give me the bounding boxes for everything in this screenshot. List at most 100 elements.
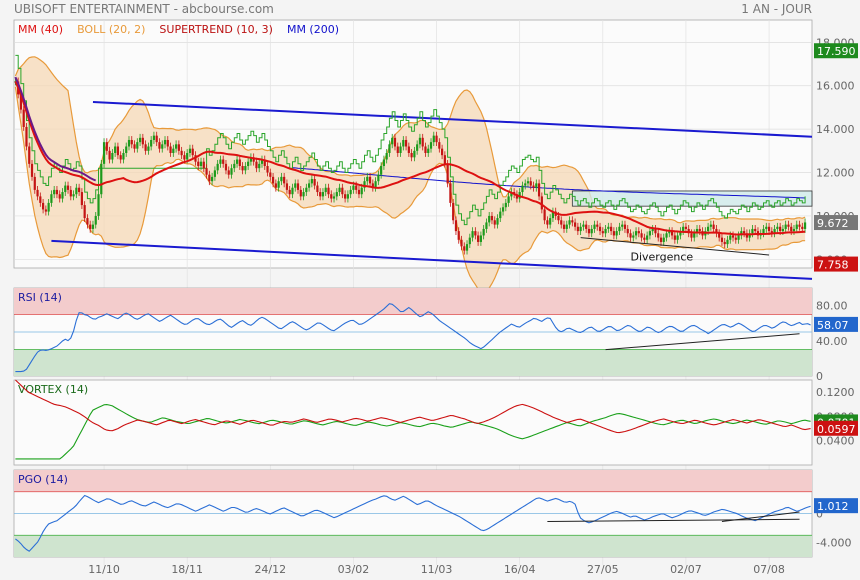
candle-body: [58, 194, 61, 199]
last-price-badge-text: 9.672: [817, 217, 849, 230]
candle-body: [726, 239, 729, 245]
candle-body: [740, 231, 743, 236]
candle-body: [255, 161, 258, 169]
candle-body: [745, 233, 748, 238]
candle-body: [560, 220, 563, 225]
x-tick-label: 24/12: [254, 563, 286, 576]
candle-body: [327, 187, 330, 195]
candle-body: [488, 215, 491, 223]
mm40-line: [14, 81, 806, 236]
candle-body: [44, 209, 47, 212]
candle-body: [66, 185, 70, 190]
pgo-oversold-zone: [14, 535, 812, 557]
candle-body: [612, 231, 615, 236]
candle-body: [779, 226, 782, 232]
candle-body: [524, 183, 527, 186]
candle-body: [335, 192, 338, 197]
channel-upper-line: [92, 101, 813, 138]
candle-body: [302, 192, 305, 197]
candle-body: [762, 228, 765, 234]
candle-body: [296, 183, 300, 190]
candle-body: [269, 172, 272, 177]
candle-body: [515, 194, 519, 199]
candle-body: [169, 146, 172, 153]
candle-body: [141, 137, 144, 145]
candle-body: [743, 231, 746, 234]
candle-body: [621, 224, 624, 227]
candle-body: [543, 209, 546, 221]
candle-body: [344, 194, 347, 199]
candle-body: [546, 220, 549, 225]
candle-body: [404, 139, 408, 147]
candle-body: [291, 187, 294, 195]
period-label[interactable]: 1 AN - JOUR: [741, 2, 812, 16]
candle-body: [338, 187, 341, 193]
x-tick-label: 02/07: [670, 563, 702, 576]
candle-body: [258, 163, 261, 169]
candle-body: [571, 220, 574, 223]
price-y-tick: 14.000: [816, 123, 855, 136]
candle-body: [377, 174, 380, 182]
candle-body: [233, 163, 236, 169]
candle-body: [299, 189, 302, 197]
candle-body: [180, 150, 183, 156]
candle-body: [332, 196, 336, 199]
pgo-y-tick: -4.000: [816, 537, 851, 550]
price-y-tick: 12.000: [816, 167, 855, 180]
candle-body: [629, 233, 632, 238]
candle-body: [573, 222, 577, 227]
candle-body: [748, 233, 751, 238]
candle-body: [754, 228, 757, 232]
candle-body: [313, 179, 316, 186]
candle-body: [216, 163, 219, 171]
candle-body: [499, 211, 502, 219]
candle-body: [277, 181, 280, 188]
candle-body: [102, 142, 106, 164]
candle-body: [593, 224, 596, 229]
candle-body: [421, 137, 424, 147]
candle-body: [706, 226, 710, 232]
rsi-y-tick: 40.00: [816, 335, 848, 348]
candle-body: [260, 159, 264, 164]
x-tick-label: 07/08: [753, 563, 785, 576]
candle-body: [501, 207, 505, 212]
x-tick-label: 11/03: [421, 563, 453, 576]
high-value-badge: [814, 43, 858, 59]
pgo-overbought-zone: [14, 470, 812, 492]
candle-body: [83, 205, 86, 219]
candle-body: [770, 231, 773, 234]
candle-body: [147, 146, 150, 151]
vortex-y-tick: 0.1200: [816, 386, 855, 399]
candle-body: [368, 176, 372, 184]
candle-body: [695, 228, 699, 234]
candle-body: [222, 159, 225, 164]
candle-body: [380, 166, 383, 175]
candle-body: [737, 235, 740, 240]
rsi-y-tick: 0: [816, 370, 823, 383]
candle-body: [623, 224, 627, 229]
candle-body: [626, 228, 629, 234]
candle-body: [435, 135, 438, 143]
candle-body: [183, 155, 186, 160]
supertrend-badge-text: 7.758: [817, 259, 849, 272]
candle-body: [125, 146, 128, 153]
candle-body: [731, 235, 735, 238]
pgo-value-badge-text: 1.012: [817, 500, 849, 513]
candle-body: [549, 218, 552, 225]
candle-body: [460, 239, 463, 247]
pgo-trend-line: [721, 511, 800, 522]
x-tick-label: 18/11: [171, 563, 203, 576]
candle-body: [463, 246, 466, 251]
candle-body: [579, 226, 582, 232]
candle-body: [784, 224, 787, 229]
candle-body: [133, 144, 136, 149]
candle-body: [540, 196, 543, 210]
candle-body: [482, 228, 485, 236]
price-y-tick: 16.000: [816, 80, 855, 93]
candle-body: [199, 161, 203, 167]
pgo-line: [15, 494, 811, 552]
candle-body: [781, 228, 785, 232]
candle-body: [127, 139, 131, 147]
pgo-value-badge: [814, 498, 858, 514]
rsi-line: [15, 303, 811, 373]
